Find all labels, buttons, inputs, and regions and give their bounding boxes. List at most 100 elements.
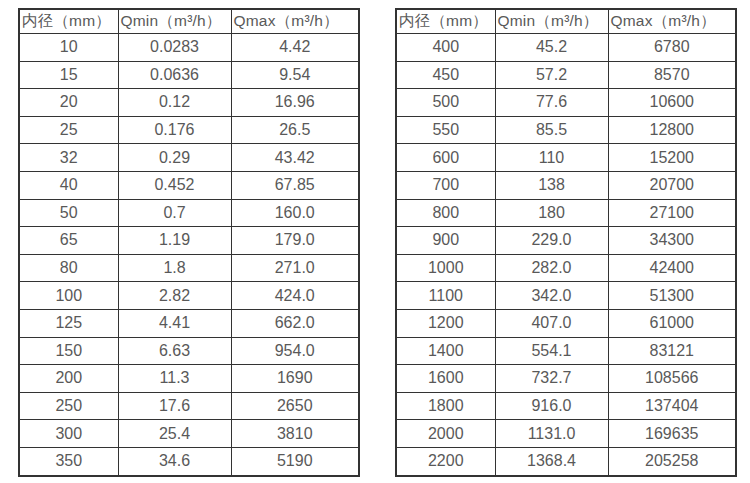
table-cell: 1690 [231, 365, 359, 393]
table-cell: 34.6 [118, 447, 231, 475]
table-cell: 17.6 [118, 392, 231, 420]
table-cell: 400 [396, 34, 495, 62]
header-row: 内径（mm）Qmin（m³/h）Qmax（m³/h） [396, 9, 736, 34]
table-cell: 40 [19, 171, 118, 199]
table-row: 200.1216.96 [19, 89, 359, 117]
table-cell: 4.42 [231, 34, 359, 62]
table-row: 1600732.7108566 [396, 365, 736, 393]
table-cell: 15 [19, 61, 118, 89]
table-row: 1200407.061000 [396, 309, 736, 337]
table-cell: 1100 [396, 282, 495, 310]
table-cell: 100 [19, 282, 118, 310]
table-body: 40045.2678045057.2857050077.61060055085.… [396, 34, 736, 476]
table-row: 900229.034300 [396, 227, 736, 255]
table-cell: 83121 [608, 337, 736, 365]
table-cell: 0.452 [118, 171, 231, 199]
table-cell: 9.54 [231, 61, 359, 89]
table-cell: 662.0 [231, 309, 359, 337]
table-cell: 1200 [396, 309, 495, 337]
table-cell: 250 [19, 392, 118, 420]
table-cell: 67.85 [231, 171, 359, 199]
table-cell: 6780 [608, 34, 736, 62]
table-row: 100.02834.42 [19, 34, 359, 62]
table-cell: 200 [19, 365, 118, 393]
table-cell: 16.96 [231, 89, 359, 117]
table-cell: 20 [19, 89, 118, 117]
column-header: Qmin（m³/h） [118, 9, 231, 34]
table-cell: 138 [495, 171, 608, 199]
table-cell: 65 [19, 227, 118, 255]
table-cell: 271.0 [231, 254, 359, 282]
table-cell: 150 [19, 337, 118, 365]
table-cell: 2.82 [118, 282, 231, 310]
table-cell: 450 [396, 61, 495, 89]
table-cell: 32 [19, 144, 118, 172]
table-row: 1100342.051300 [396, 282, 736, 310]
table-row: 30025.43810 [19, 420, 359, 448]
table-cell: 916.0 [495, 392, 608, 420]
table-row: 1002.82424.0 [19, 282, 359, 310]
table-cell: 1800 [396, 392, 495, 420]
table-cell: 6.63 [118, 337, 231, 365]
table-cell: 550 [396, 116, 495, 144]
column-header: Qmax（m³/h） [231, 9, 359, 34]
table-row: 400.45267.85 [19, 171, 359, 199]
table-cell: 11.3 [118, 365, 231, 393]
table-row: 1800916.0137404 [396, 392, 736, 420]
table-cell: 5190 [231, 447, 359, 475]
table-cell: 137404 [608, 392, 736, 420]
table-cell: 0.0636 [118, 61, 231, 89]
table-cell: 180 [495, 199, 608, 227]
table-cell: 45.2 [495, 34, 608, 62]
table-cell: 1400 [396, 337, 495, 365]
table-row: 1000282.042400 [396, 254, 736, 282]
table-row: 651.19179.0 [19, 227, 359, 255]
table-row: 20011.31690 [19, 365, 359, 393]
table-cell: 50 [19, 199, 118, 227]
table-cell: 1600 [396, 365, 495, 393]
table-cell: 407.0 [495, 309, 608, 337]
table-cell: 424.0 [231, 282, 359, 310]
table-cell: 34300 [608, 227, 736, 255]
table-row: 801.8271.0 [19, 254, 359, 282]
table-row: 320.2943.42 [19, 144, 359, 172]
table-cell: 25 [19, 116, 118, 144]
flow-rate-table-large-diameters: 内径（mm）Qmin（m³/h）Qmax（m³/h） 40045.2678045… [395, 8, 737, 477]
column-header: 内径（mm） [396, 9, 495, 34]
table-cell: 900 [396, 227, 495, 255]
table-row: 25017.62650 [19, 392, 359, 420]
table-cell: 12800 [608, 116, 736, 144]
table-cell: 25.4 [118, 420, 231, 448]
table-row: 22001368.4205258 [396, 447, 736, 475]
table-cell: 350 [19, 447, 118, 475]
table-cell: 0.176 [118, 116, 231, 144]
column-header: Qmax（m³/h） [608, 9, 736, 34]
table-row: 250.17626.5 [19, 116, 359, 144]
table-row: 500.7160.0 [19, 199, 359, 227]
table-row: 50077.610600 [396, 89, 736, 117]
table-cell: 169635 [608, 420, 736, 448]
table-cell: 1.19 [118, 227, 231, 255]
table-row: 55085.512800 [396, 116, 736, 144]
flow-rate-table-small-diameters: 内径（mm）Qmin（m³/h）Qmax（m³/h） 100.02834.421… [18, 8, 360, 477]
table-row: 70013820700 [396, 171, 736, 199]
table-cell: 0.29 [118, 144, 231, 172]
table-cell: 61000 [608, 309, 736, 337]
table-header-row: 内径（mm）Qmin（m³/h）Qmax（m³/h） [396, 9, 736, 34]
table-cell: 4.41 [118, 309, 231, 337]
table-cell: 20700 [608, 171, 736, 199]
flow-rate-tables-page: 内径（mm）Qmin（m³/h）Qmax（m³/h） 100.02834.421… [0, 0, 750, 483]
table-cell: 15200 [608, 144, 736, 172]
table-cell: 500 [396, 89, 495, 117]
table-row: 1400554.183121 [396, 337, 736, 365]
table-cell: 2000 [396, 420, 495, 448]
table-cell: 160.0 [231, 199, 359, 227]
table-row: 45057.28570 [396, 61, 736, 89]
table-row: 20001131.0169635 [396, 420, 736, 448]
table-cell: 954.0 [231, 337, 359, 365]
table-header-row: 内径（mm）Qmin（m³/h）Qmax（m³/h） [19, 9, 359, 34]
table-cell: 800 [396, 199, 495, 227]
table-row: 60011015200 [396, 144, 736, 172]
table-cell: 85.5 [495, 116, 608, 144]
table-row: 40045.26780 [396, 34, 736, 62]
